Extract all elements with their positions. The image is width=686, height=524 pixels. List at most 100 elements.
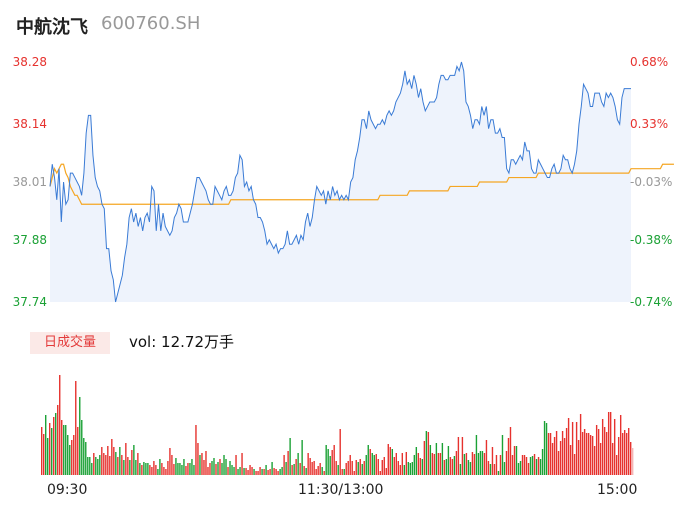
volume-bar (497, 471, 500, 475)
volume-bar (593, 446, 596, 475)
volume-bar (345, 463, 347, 475)
volume-bar (305, 468, 307, 475)
volume-bar (269, 469, 271, 475)
volume-bar (93, 453, 95, 475)
volume-bar (445, 459, 448, 475)
volume-bar (415, 447, 418, 475)
volume-bar (173, 464, 175, 475)
volume-bar (459, 464, 462, 475)
volume-bar (449, 457, 452, 475)
volume-bar (149, 465, 151, 475)
volume-type-button[interactable]: 日成交量 (30, 332, 110, 354)
volume-bar (309, 458, 311, 475)
volume-bar (527, 463, 530, 475)
volume-bar (457, 437, 460, 475)
volume-bar (589, 435, 592, 475)
volume-bar (311, 462, 313, 475)
average-price-line (49, 163, 674, 205)
volume-bar (513, 446, 516, 475)
volume-bar (111, 439, 113, 475)
volume-bar (99, 455, 101, 475)
volume-bar (543, 421, 546, 475)
volume-bar (565, 428, 568, 475)
pct-tick-label: -0.74% (630, 295, 673, 309)
volume-bar (391, 449, 393, 475)
volume-bar (43, 434, 45, 475)
volume-bar (239, 467, 241, 475)
volume-bar (611, 443, 614, 475)
price-tick-label: 37.88 (12, 233, 47, 247)
volume-bar (359, 459, 361, 475)
volume-bar (433, 454, 436, 475)
volume-bar (175, 458, 177, 475)
volume-bar (201, 453, 203, 475)
volume-bar (499, 455, 502, 475)
volume-bar (583, 429, 586, 475)
volume-bar (485, 440, 488, 475)
volume-bar (601, 419, 604, 475)
volume-bar (557, 451, 560, 475)
volume-bar (47, 438, 49, 475)
volume-bar (495, 455, 498, 475)
volume-bar (607, 412, 610, 475)
volume-bar (75, 381, 77, 475)
volume-bar (83, 438, 85, 475)
volume-bar (213, 458, 215, 475)
volume-bar (387, 444, 389, 475)
volume-bar (623, 430, 626, 475)
volume-bar (533, 454, 536, 475)
volume-bar (625, 433, 628, 475)
volume-bar (501, 435, 504, 475)
volume-bar (337, 465, 339, 475)
volume-bar (361, 464, 363, 475)
volume-bar (563, 438, 566, 475)
volume-bar (473, 454, 476, 475)
volume-bar (577, 440, 580, 475)
volume-bar (327, 449, 329, 475)
price-tick-label: 38.14 (12, 117, 47, 131)
volume-bar (153, 461, 155, 475)
volume-bar (81, 420, 83, 475)
volume-bar (291, 465, 293, 475)
volume-bar (367, 445, 369, 475)
volume-bar (237, 469, 239, 475)
volume-bar (65, 425, 67, 475)
volume-bar (525, 457, 528, 475)
volume-bar (455, 451, 458, 475)
volume-bar (375, 454, 377, 475)
volume-bars (41, 375, 634, 475)
volume-bar (399, 465, 401, 475)
volume-bar (341, 469, 343, 475)
volume-bar (413, 455, 416, 475)
volume-bar (297, 453, 299, 475)
volume-bar (95, 457, 97, 475)
volume-bar (177, 463, 179, 475)
volume-bar (469, 462, 472, 475)
volume-bar (373, 455, 375, 475)
volume-bar (441, 443, 444, 475)
volume-bar (509, 427, 512, 475)
volume-bar (205, 451, 207, 475)
volume-bar (529, 457, 532, 475)
volume-bar (127, 457, 129, 475)
volume-bar (165, 469, 167, 475)
volume-bar (141, 465, 143, 475)
volume-bar (553, 437, 556, 475)
volume-bar (411, 462, 414, 475)
volume-bar (245, 468, 247, 475)
volume-bar (101, 447, 103, 475)
volume-bar (263, 469, 265, 475)
volume-bar (163, 467, 165, 475)
volume-bar (329, 456, 331, 475)
volume-bar (393, 457, 395, 475)
volume-bar (229, 461, 231, 475)
volume-bar (45, 415, 47, 475)
volume-bar (185, 466, 187, 475)
volume-bar (333, 445, 335, 475)
volume-bar (489, 464, 492, 475)
volume-bar (151, 467, 153, 475)
volume-bar (615, 455, 618, 475)
volume-bar (547, 433, 550, 475)
volume-bar (197, 443, 199, 475)
